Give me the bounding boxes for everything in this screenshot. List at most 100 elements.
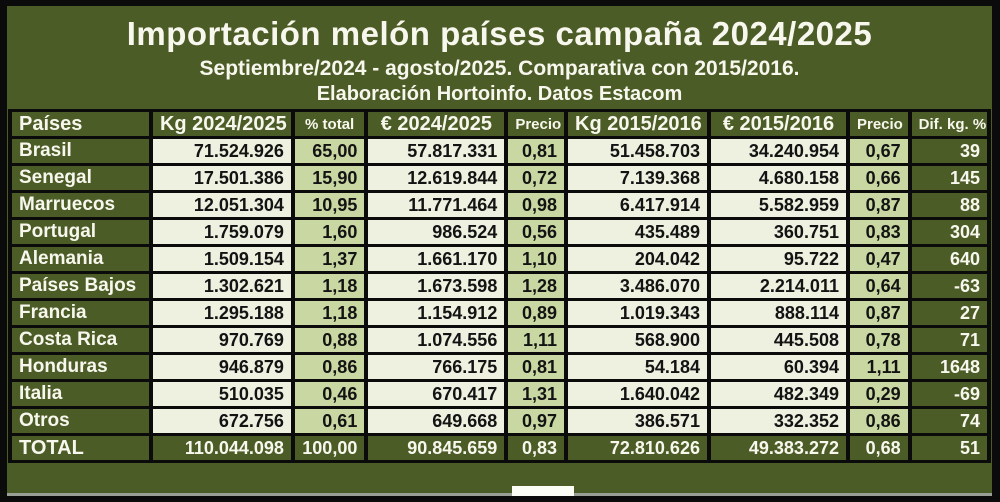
value-cell: 0,56 (504, 217, 569, 247)
value-cell: 435.489 (564, 217, 711, 247)
value-cell: 1.509.154 (148, 244, 295, 274)
value-cell: 0,46 (290, 379, 369, 409)
import-data-table: Países Kg 2024/2025% total € 2024/2025 Prec… (8, 109, 992, 463)
table-row-italia: Italia 510.035 0,46 670.417 1,31 1.640.042 482… (8, 379, 992, 409)
table-row-alemania: Alemania 1.509.154 1,37 1.661.170 1,10 204.04… (8, 244, 992, 274)
table-row-otros: Otros 672.756 0,61 649.668 0,97 386.571 332.35… (8, 406, 992, 436)
value-cell: 34.240.954 (706, 136, 850, 166)
value-cell: 386.571 (564, 406, 711, 436)
country-cell: Costa Rica (8, 325, 153, 355)
value-cell: 1.295.188 (148, 298, 295, 328)
value-cell: 0,67 (845, 136, 912, 166)
value-cell: 65,00 (290, 136, 369, 166)
country-cell: Senegal (8, 163, 153, 193)
value-cell: 1,18 (290, 298, 369, 328)
value-cell: 0,89 (504, 298, 569, 328)
value-cell: 360.751 (706, 217, 850, 247)
table-row-senegal: Senegal 17.501.386 15,90 12.619.844 0,72 7.13… (8, 163, 992, 193)
table-row-marruecos: Marruecos 12.051.304 10,95 11.771.464 0,98 6.… (8, 190, 992, 220)
country-cell: Alemania (8, 244, 153, 274)
column-header-precio: Precio (504, 109, 569, 139)
value-cell: 0,87 (845, 298, 912, 328)
value-cell: 49.383.272 (706, 433, 850, 463)
value-cell: 145 (907, 163, 992, 193)
value-cell: 0,83 (504, 433, 569, 463)
value-cell: -69 (907, 379, 992, 409)
value-cell: 888.114 (706, 298, 850, 328)
value-cell: 3.486.070 (564, 271, 711, 301)
country-cell: Italia (8, 379, 153, 409)
value-cell: 51 (907, 433, 992, 463)
value-cell: 0,68 (845, 433, 912, 463)
column-header-kg-2024-2025: Kg 2024/2025 (148, 109, 295, 139)
value-cell: 12.619.844 (364, 163, 509, 193)
value-cell: 1,60 (290, 217, 369, 247)
value-cell: 74 (907, 406, 992, 436)
title-block: Importación melón países campaña 2024/20… (7, 6, 992, 107)
value-cell: 1648 (907, 352, 992, 382)
table-row-costa-rica: Costa Rica 970.769 0,88 1.074.556 1,11 568.90… (8, 325, 992, 355)
value-cell: 1.640.042 (564, 379, 711, 409)
value-cell: 510.035 (148, 379, 295, 409)
column-header-dif-kg: Dif. kg. % (907, 109, 992, 139)
subtitle-source: Elaboración Hortoinfo. Datos Estacom (316, 83, 683, 105)
screenshot-bottom-edge (7, 493, 992, 496)
value-cell: 100,00 (290, 433, 369, 463)
column-header-2015-2016-2015: € 2015/2016 (706, 109, 850, 139)
value-cell: 1.019.343 (564, 298, 711, 328)
value-cell: 0,72 (504, 163, 569, 193)
country-cell: Otros (8, 406, 153, 436)
value-cell: 11.771.464 (364, 190, 509, 220)
value-cell: 17.501.386 (148, 163, 295, 193)
subtitle-period: Septiembre/2024 - agosto/2025. Comparati… (199, 57, 800, 80)
value-cell: 0,87 (845, 190, 912, 220)
value-cell: 5.582.959 (706, 190, 850, 220)
country-cell: Países Bajos (8, 271, 153, 301)
value-cell: 670.417 (364, 379, 509, 409)
value-cell: 7.139.368 (564, 163, 711, 193)
value-cell: 1.074.556 (364, 325, 509, 355)
value-cell: 72.810.626 (564, 433, 711, 463)
value-cell: 1.661.170 (364, 244, 509, 274)
value-cell: 12.051.304 (148, 190, 295, 220)
value-cell: 946.879 (148, 352, 295, 382)
country-cell: Portugal (8, 217, 153, 247)
value-cell: 1.673.598 (364, 271, 509, 301)
value-cell: 0,83 (845, 217, 912, 247)
value-cell: 71.524.926 (148, 136, 295, 166)
value-cell: 2.214.011 (706, 271, 850, 301)
value-cell: 204.042 (564, 244, 711, 274)
value-cell: 0,78 (845, 325, 912, 355)
value-cell: 0,81 (504, 136, 569, 166)
value-cell: 1,11 (845, 352, 912, 382)
value-cell: 672.756 (148, 406, 295, 436)
table-row-portugal: Portugal 1.759.079 1,60 986.524 0,56 435.489 3… (8, 217, 992, 247)
value-cell: 39 (907, 136, 992, 166)
value-cell: 1,28 (504, 271, 569, 301)
table-row-honduras: Honduras 946.879 0,86 766.175 0,81 54.184 60.3… (8, 352, 992, 382)
value-cell: 90.845.659 (364, 433, 509, 463)
value-cell: 0,98 (504, 190, 569, 220)
value-cell: 1,37 (290, 244, 369, 274)
country-cell: Honduras (8, 352, 153, 382)
value-cell: 0,88 (290, 325, 369, 355)
value-cell: 0,81 (504, 352, 569, 382)
partial-next-row-cell (512, 486, 574, 496)
value-cell: 0,61 (290, 406, 369, 436)
value-cell: 71 (907, 325, 992, 355)
value-cell: -63 (907, 271, 992, 301)
column-header-kg-2015-2016-2015: Kg 2015/2016 (564, 109, 711, 139)
column-header-total: % total (290, 109, 369, 139)
value-cell: 0,29 (845, 379, 912, 409)
value-cell: 332.352 (706, 406, 850, 436)
value-cell: 0,47 (845, 244, 912, 274)
value-cell: 57.817.331 (364, 136, 509, 166)
value-cell: 60.394 (706, 352, 850, 382)
table-row-francia: Francia 1.295.188 1,18 1.154.912 0,89 1.019.3… (8, 298, 992, 328)
value-cell: 4.680.158 (706, 163, 850, 193)
table-header-row: Países Kg 2024/2025% total € 2024/2025 Prec… (8, 109, 992, 139)
value-cell: 95.722 (706, 244, 850, 274)
value-cell: 1,10 (504, 244, 569, 274)
value-cell: 1,18 (290, 271, 369, 301)
value-cell: 1,31 (504, 379, 569, 409)
